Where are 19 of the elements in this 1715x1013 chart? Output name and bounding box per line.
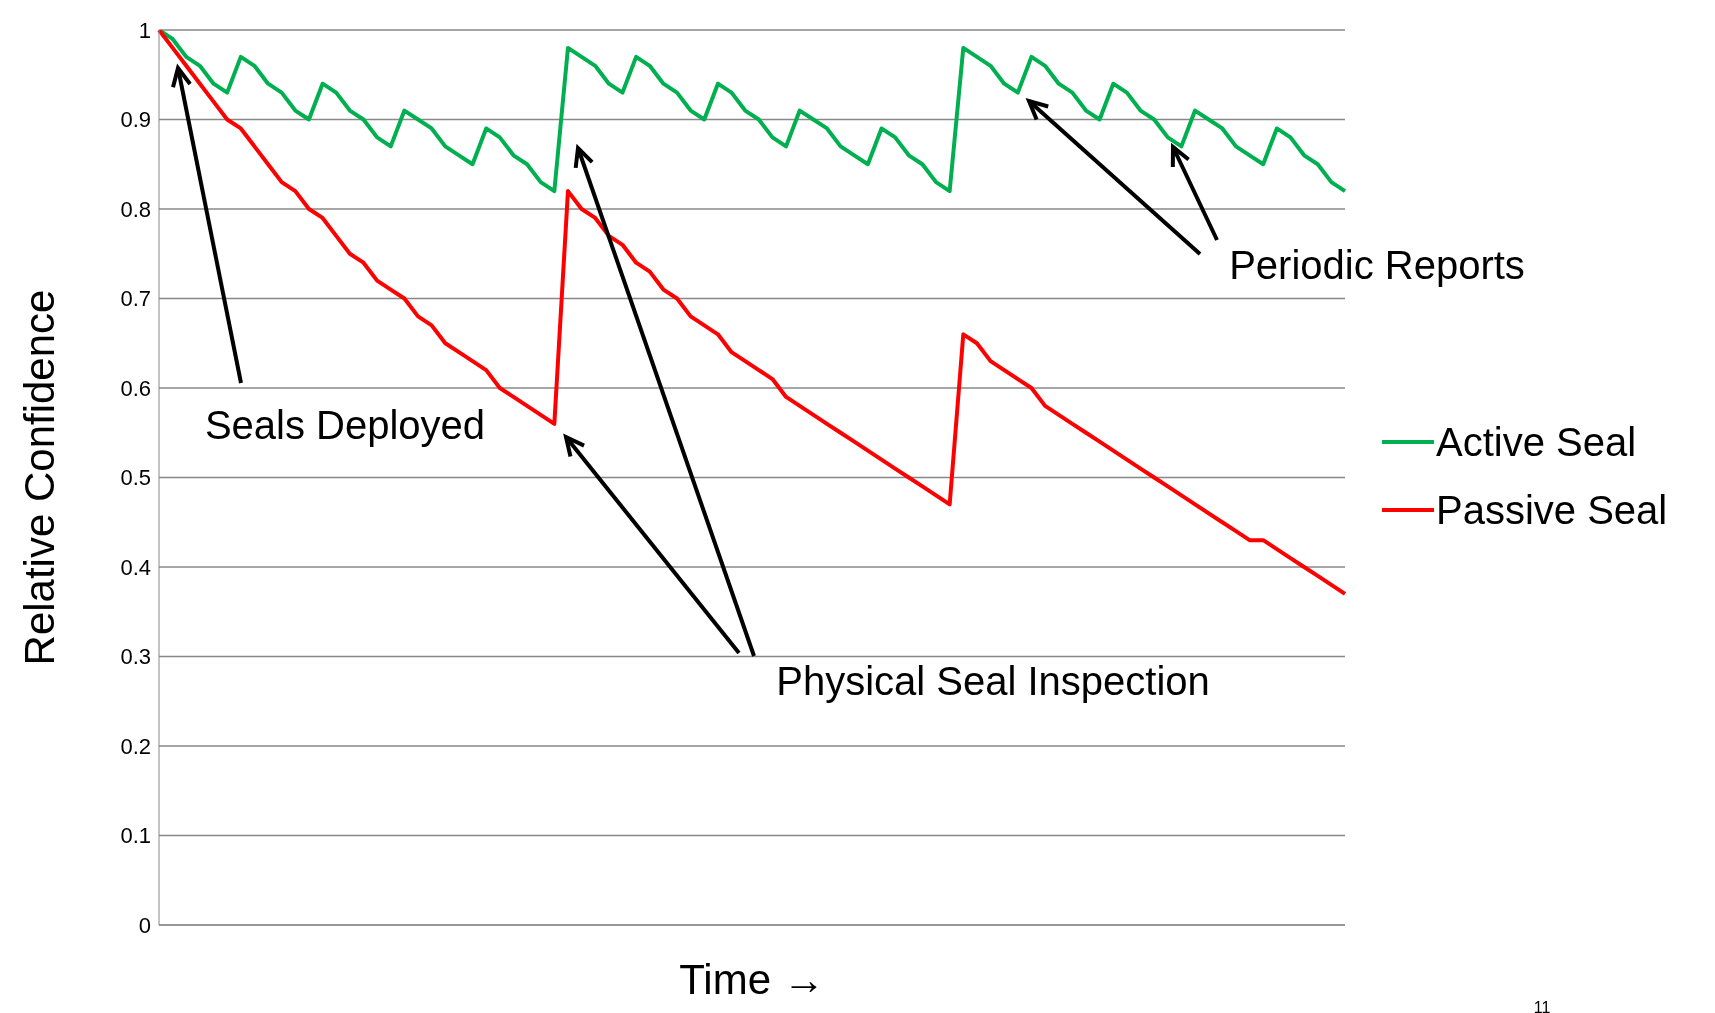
y-tick-label: 0.5	[120, 465, 151, 491]
y-tick-label: 0.8	[120, 196, 151, 222]
y-tick-label: 0.3	[120, 644, 151, 670]
y-tick-label: 0.7	[120, 286, 151, 312]
y-tick-label: 0.6	[120, 375, 151, 401]
text: 11	[1533, 999, 1551, 1013]
legend-label: Passive Seal	[1436, 487, 1668, 533]
y-axis-title: Relative Confidence	[15, 289, 63, 666]
y-tick-label: 0.2	[120, 733, 151, 759]
y-tick-label: 0	[138, 912, 151, 938]
annotation: Periodic Reports	[1229, 242, 1525, 288]
y-tick-label: 0.9	[120, 107, 151, 133]
annotation: Physical Seal Inspection	[776, 658, 1210, 704]
y-tick-label: 0.4	[120, 554, 151, 580]
x-axis-title: Time →	[678, 956, 826, 1004]
annotation: Seals Deployed	[204, 402, 486, 448]
y-tick-label: 1	[138, 17, 151, 43]
legend-label: Active Seal	[1436, 419, 1637, 465]
y-tick-label: 0.1	[120, 823, 151, 849]
